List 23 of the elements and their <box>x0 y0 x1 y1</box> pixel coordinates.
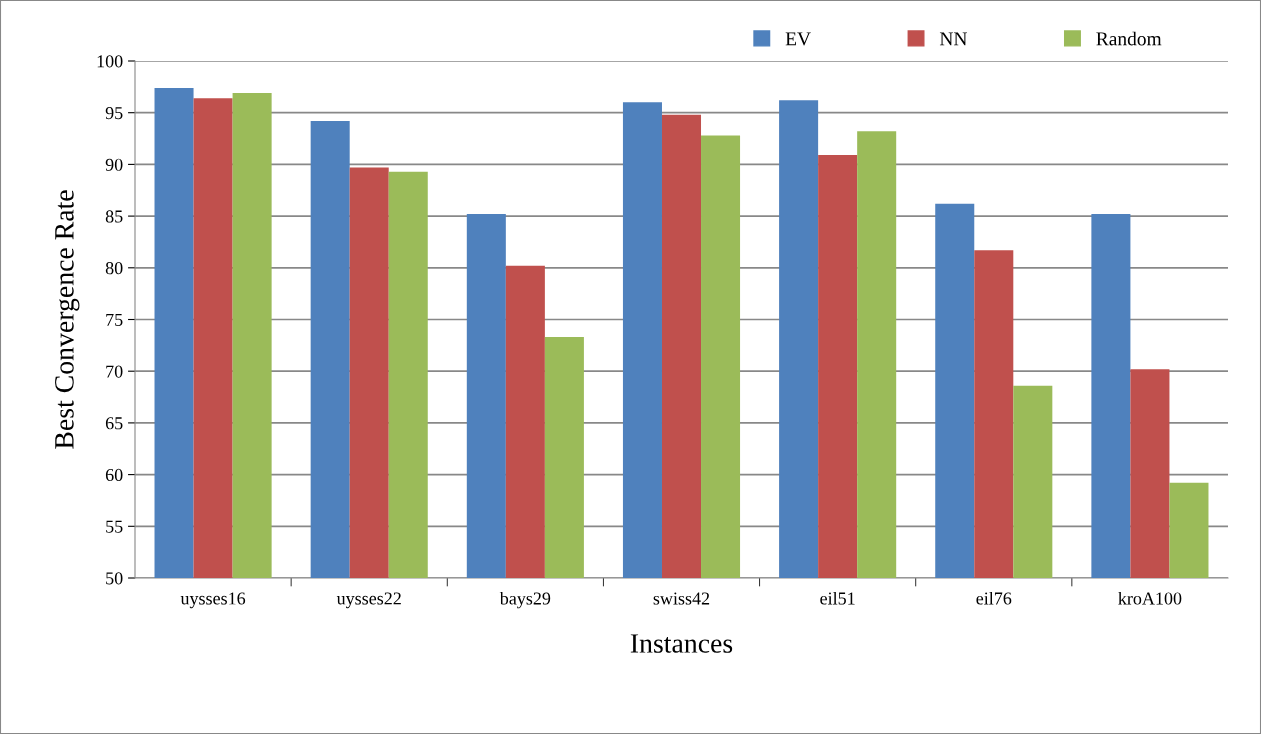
x-tick-label: bays29 <box>499 591 551 609</box>
x-axis-title: Instances <box>630 634 733 653</box>
y-tick-label: 95 <box>105 107 123 120</box>
y-tick-label: 100 <box>97 55 123 68</box>
x-tick-label: kroA100 <box>1118 591 1182 605</box>
y-tick-label: 60 <box>105 468 123 482</box>
x-tick-label: eil76 <box>976 591 1012 605</box>
y-tick-label: 70 <box>106 365 123 378</box>
y-tick-label: 80 <box>105 262 123 275</box>
y-tick-label: 65 <box>105 417 123 430</box>
y-tick-label: 85 <box>105 210 123 223</box>
y-tick-label: 75 <box>106 313 123 326</box>
x-tick-label: uysses22 <box>336 592 401 609</box>
legend-label: EV <box>785 32 811 46</box>
x-tick-label: eil51 <box>820 591 855 605</box>
legend-label: Random <box>1096 31 1162 46</box>
legend-label: NN <box>939 32 968 46</box>
y-axis-title: Best Convergence Rate <box>55 190 80 449</box>
y-tick-label: 50 <box>106 572 123 585</box>
y-tick-label: 90 <box>105 158 123 171</box>
x-tick-label: swiss42 <box>653 592 710 605</box>
y-tick-label: 55 <box>106 520 123 533</box>
x-tick-label: uysses16 <box>180 592 246 609</box>
